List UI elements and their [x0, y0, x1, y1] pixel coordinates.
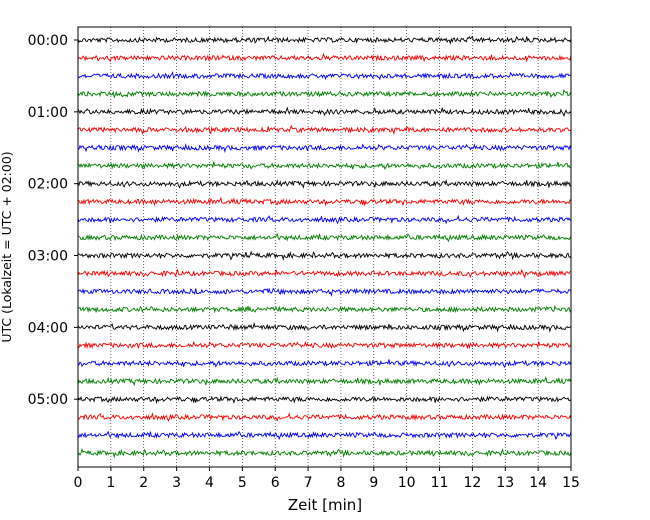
y-tick-label: 03:00: [28, 249, 68, 265]
x-tick-label: 4: [205, 475, 214, 491]
trace-0030: [77, 71, 572, 81]
x-tick-label: 14: [529, 475, 547, 491]
trace-0215: [77, 196, 572, 207]
x-tick-label: 5: [238, 475, 247, 491]
y-axis-label: UTC (Lokalzeit = UTC + 02:00): [0, 151, 14, 342]
x-tick-label: 11: [431, 475, 449, 491]
x-tick-label: 13: [496, 475, 514, 491]
y-tick-label: 00:00: [28, 33, 68, 49]
x-axis-label: Zeit [min]: [288, 496, 362, 514]
trace-0200: [77, 178, 572, 189]
x-tick-label: 6: [271, 475, 280, 491]
x-tick-label: 10: [398, 475, 416, 491]
trace-0300: [77, 250, 572, 261]
x-tick-label: 12: [463, 475, 481, 491]
trace-0530: [77, 430, 572, 441]
trace-0545: [77, 447, 572, 459]
x-axis: 0 1 2 3 4 5 6 7 8 9 10 11 12 13 14 15: [74, 467, 580, 491]
trace-0100: [77, 106, 572, 118]
trace-0430: [77, 359, 572, 369]
trace-0145: [77, 161, 572, 170]
x-tick-label: 1: [106, 475, 115, 491]
seismic-traces: [77, 35, 572, 459]
trace-0045: [77, 88, 572, 99]
trace-0345: [77, 304, 572, 314]
x-tick-label: 7: [304, 475, 313, 491]
plot-frame: [77, 26, 572, 468]
trace-0245: [77, 233, 572, 243]
y-tick-label: 05:00: [28, 392, 68, 408]
trace-0115: [77, 124, 572, 136]
x-tick-label: 9: [369, 475, 378, 491]
trace-0400: [77, 321, 572, 333]
trace-0230: [77, 214, 572, 225]
y-axis: 00:00 01:00 02:00 03:00 04:00 05:00: [28, 33, 78, 408]
grid-lines: [110, 27, 539, 467]
trace-0015: [77, 52, 572, 63]
x-tick-label: 2: [139, 475, 148, 491]
trace-0415: [77, 340, 572, 350]
trace-0445: [77, 376, 572, 387]
x-tick-label: 8: [336, 475, 345, 491]
x-tick-label: 3: [172, 475, 181, 491]
trace-0130: [77, 142, 572, 154]
y-tick-label: 04:00: [28, 320, 68, 336]
x-tick-label: 0: [74, 475, 83, 491]
trace-0500: [77, 395, 572, 405]
y-tick-label: 02:00: [28, 177, 68, 193]
trace-0515: [77, 411, 572, 422]
x-tick-label: 15: [562, 475, 580, 491]
trace-0000: [77, 35, 572, 46]
trace-0315: [77, 268, 572, 279]
y-tick-label: 01:00: [28, 105, 68, 121]
trace-0330: [77, 287, 572, 297]
